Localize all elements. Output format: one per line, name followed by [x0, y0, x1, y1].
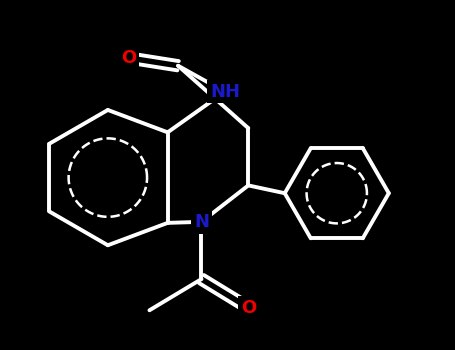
Text: O: O — [121, 49, 136, 67]
Text: O: O — [241, 299, 256, 317]
Text: NH: NH — [210, 83, 240, 101]
Text: N: N — [194, 213, 209, 231]
